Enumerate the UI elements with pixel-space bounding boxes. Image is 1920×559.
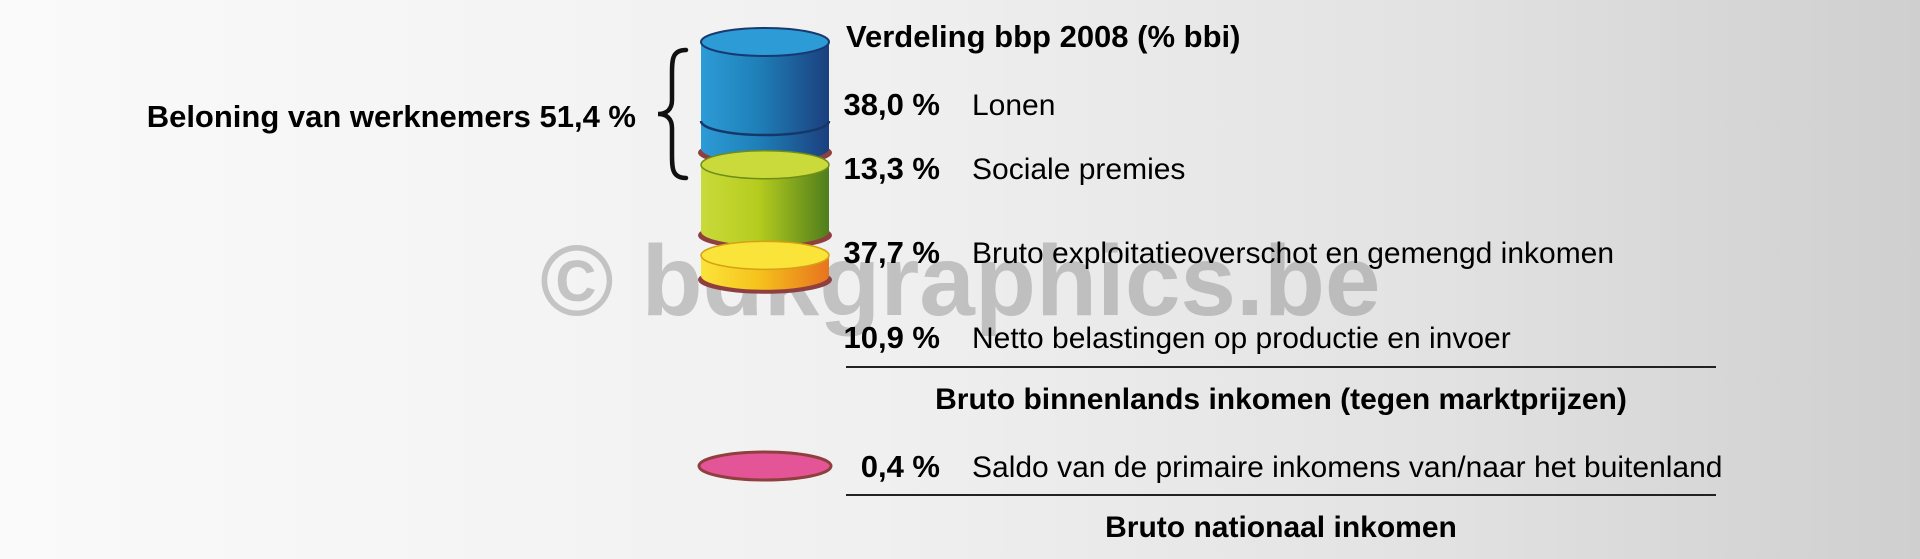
top-netto-belastingen (700, 240, 830, 271)
subtotal-2-label: Bruto nationaal inkomen (1105, 511, 1457, 544)
extra-label: Saldo van de primaire inkomens van/naar … (972, 451, 1722, 484)
segment-label-netto-belastingen: Netto belastingen op productie en invoer (972, 322, 1511, 355)
bar-lonen-sociale-premies (701, 42, 829, 163)
divider-lonen-sociale-premies (699, 120, 831, 137)
segment-label-exploitatieoverschot: Bruto exploitatieoverschot en gemengd in… (972, 237, 1614, 270)
segment-value-netto-belastingen: 10,9 % (843, 320, 940, 355)
segment-label-lonen: Lonen (972, 89, 1055, 122)
watermark: © bdkgraphics.be (540, 225, 1381, 337)
segment-value-sociale-premies: 13,3 % (843, 151, 940, 186)
segment-value-lonen: 38,0 % (843, 87, 940, 122)
top-lonen (700, 27, 830, 57)
subtotal-1-label: Bruto binnenlands inkomen (tegen marktpr… (935, 383, 1627, 416)
group-brace (657, 47, 689, 181)
segment-value-exploitatieoverschot: 37,7 % (843, 235, 940, 270)
segment-label-sociale-premies: Sociale premies (972, 153, 1185, 186)
extra-disc (697, 450, 833, 482)
group-label: Beloning van werknemers 51,4 % (147, 99, 636, 134)
chart-title: Verdeling bbp 2008 (% bbi) (846, 19, 1240, 54)
top-exploitatieoverschot (700, 149, 830, 180)
cylinder-stack (698, 27, 832, 294)
extra-value: 0,4 % (861, 449, 940, 484)
bar-exploitatieoverschot (701, 164, 829, 246)
